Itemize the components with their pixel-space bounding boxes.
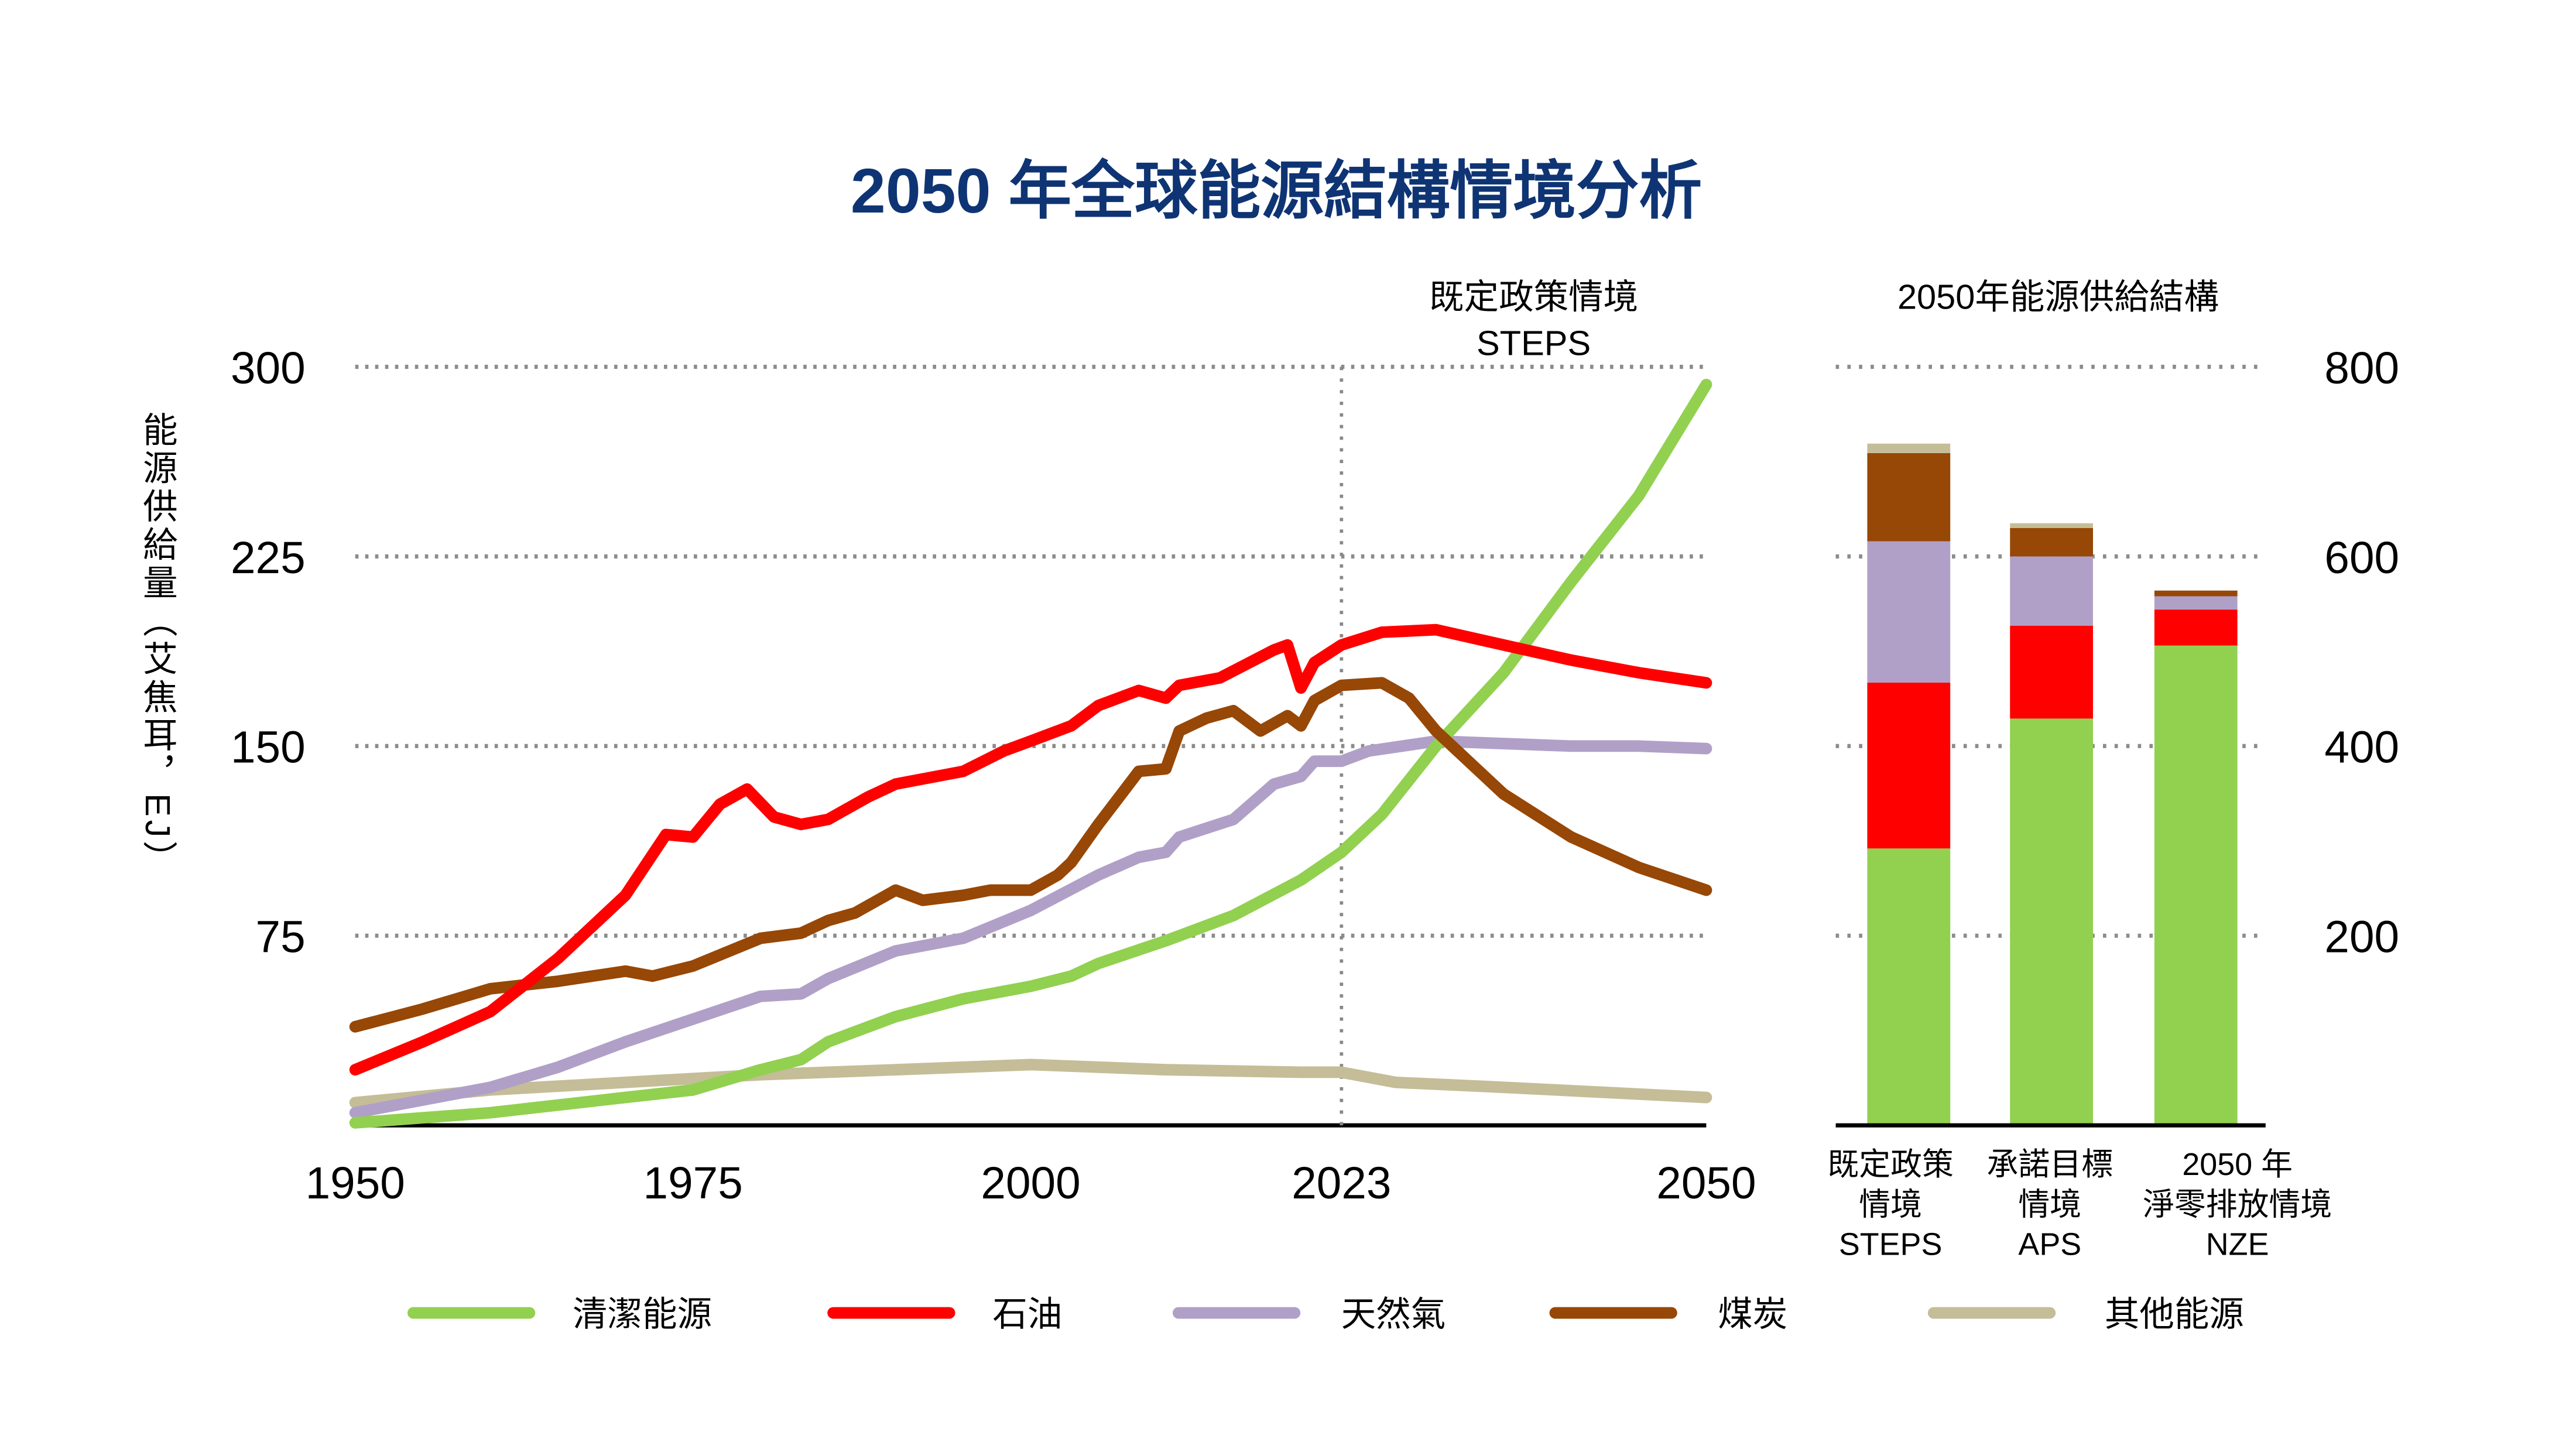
y-tick-label: 300 xyxy=(231,344,306,393)
y-axis-label: 能源供給量（艾焦耳，EJ） xyxy=(138,412,177,879)
bar-category-label: 既定政策 xyxy=(1827,1147,1953,1182)
series-line-3 xyxy=(349,677,1712,1033)
series-line-2 xyxy=(349,735,1712,1119)
line-y-ticks: 300 225 150 75 xyxy=(231,344,306,962)
series-line-0 xyxy=(349,378,1712,1129)
bar-category-label: STEPS xyxy=(1839,1227,1943,1262)
bar-segment-0-3 xyxy=(1867,453,1951,542)
legend-label: 天然氣 xyxy=(1341,1294,1446,1334)
legend-label: 煤炭 xyxy=(1718,1294,1787,1334)
bar-y-tick-label: 200 xyxy=(2324,913,2399,962)
chart-title: 2050 年全球能源結構情境分析 xyxy=(851,155,1702,226)
annotation-line2: STEPS xyxy=(1477,324,1591,363)
line-x-ticks: 1950 1975 2000 2023 2050 xyxy=(306,1159,1756,1208)
bar-category-label: 淨零排放情境 xyxy=(2143,1187,2332,1222)
bar-segment-2-3 xyxy=(2154,590,2238,597)
y-tick-label: 225 xyxy=(231,533,306,583)
line-grid xyxy=(355,365,1707,938)
bar-segment-0-1 xyxy=(1867,682,1951,849)
annotation-line1: 既定政策情境 xyxy=(1429,277,1638,316)
bar-category-label: 情境 xyxy=(2018,1187,2081,1222)
series-line-4 xyxy=(349,1059,1712,1109)
bar-segment-0-4 xyxy=(1867,443,1951,453)
bar-segment-2-0 xyxy=(2154,645,2238,1126)
bar-category-label: 承諾目標 xyxy=(1987,1147,2113,1182)
bar-segment-1-1 xyxy=(2010,625,2093,719)
bar-category-label: APS xyxy=(2018,1227,2081,1262)
x-tick-label: 2000 xyxy=(981,1159,1080,1208)
bar-segment-2-2 xyxy=(2154,596,2238,610)
bar-category-label: 情境 xyxy=(1859,1187,1922,1222)
bar-segment-0-2 xyxy=(1867,541,1951,683)
legend-label: 其他能源 xyxy=(2105,1294,2244,1334)
y-tick-label: 150 xyxy=(231,723,306,773)
bar-segment-1-3 xyxy=(2010,527,2093,557)
bar-segment-1-2 xyxy=(2010,556,2093,626)
y-tick-label: 75 xyxy=(256,913,306,962)
x-tick-label: 1950 xyxy=(306,1159,405,1208)
bar-y-tick-label: 600 xyxy=(2324,533,2399,583)
bars xyxy=(1867,443,2238,1126)
bar-segment-1-4 xyxy=(2010,523,2093,528)
legend: 清潔能源 石油 天然氣 煤炭 其他能源 xyxy=(407,1294,2244,1334)
legend-label: 清潔能源 xyxy=(573,1294,712,1334)
x-tick-label: 1975 xyxy=(643,1159,743,1208)
line-series xyxy=(349,378,1712,1129)
bar-y-tick-label: 400 xyxy=(2324,723,2399,773)
bar-segment-1-0 xyxy=(2010,718,2093,1126)
x-tick-label: 2050 xyxy=(1656,1159,1756,1208)
bar-y-tick-label: 800 xyxy=(2324,344,2399,393)
bar-category-label: 2050 年 xyxy=(2182,1147,2293,1182)
series-line-1 xyxy=(349,624,1712,1076)
bar-chart-title: 2050年能源供給結構 xyxy=(1897,277,2219,316)
bar-segment-2-1 xyxy=(2154,609,2238,646)
bar-y-ticks: 800 600 400 200 xyxy=(2324,344,2399,962)
bar-category-label: NZE xyxy=(2206,1227,2269,1262)
x-tick-label: 2023 xyxy=(1292,1159,1391,1208)
legend-label: 石油 xyxy=(992,1294,1062,1334)
bar-segment-0-0 xyxy=(1867,848,1951,1126)
